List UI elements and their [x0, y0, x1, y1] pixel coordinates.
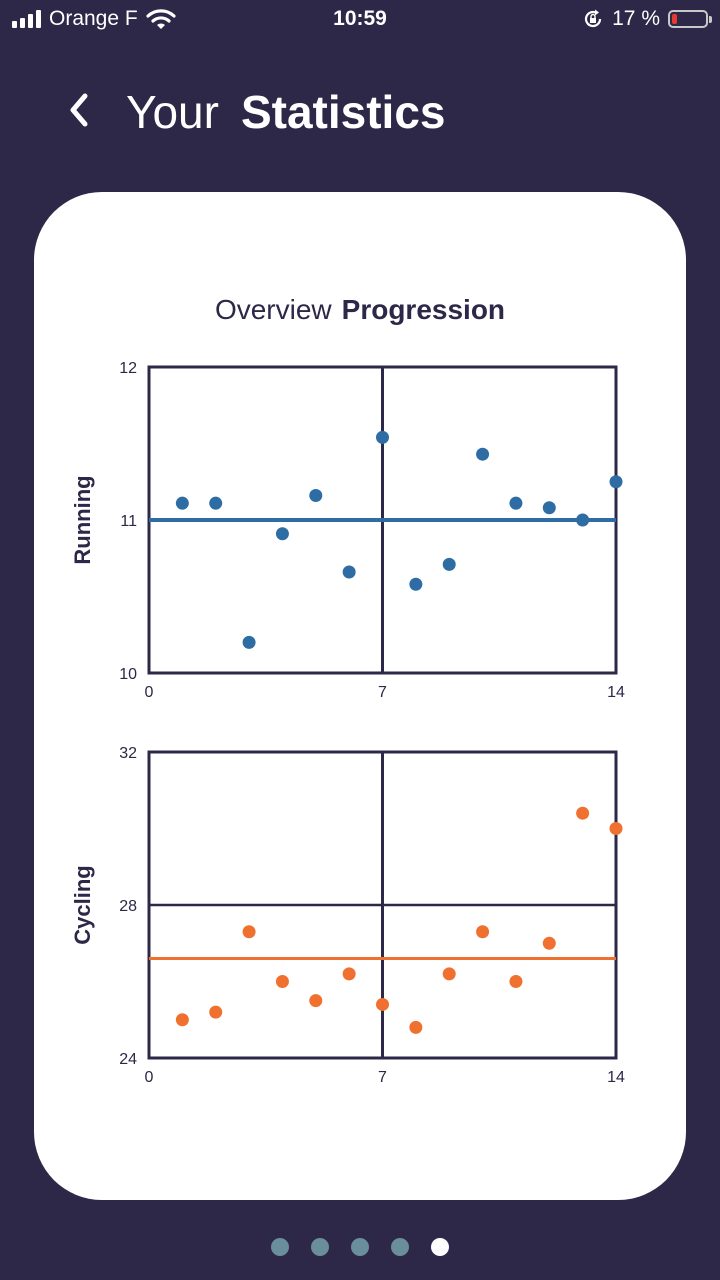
y-axis-title: Cycling — [70, 865, 95, 944]
data-point — [476, 925, 490, 939]
data-point — [509, 975, 523, 988]
data-point — [609, 475, 623, 489]
page-dot[interactable] — [391, 1238, 409, 1256]
data-point — [309, 489, 323, 503]
wifi-icon — [146, 9, 176, 29]
y-tick-label: 10 — [119, 666, 137, 683]
y-tick-label: 28 — [119, 898, 137, 915]
page-title: Your Statistics — [126, 84, 445, 140]
x-tick-label: 14 — [607, 684, 625, 701]
data-point — [442, 557, 456, 571]
data-point — [542, 501, 556, 515]
data-point — [609, 822, 623, 835]
page-dot[interactable] — [311, 1238, 329, 1256]
data-point — [476, 447, 490, 461]
chevron-left-icon — [70, 93, 88, 127]
statistics-card — [34, 192, 686, 1200]
data-point — [175, 1013, 189, 1027]
data-point — [275, 527, 289, 541]
data-point — [376, 430, 389, 444]
page-title-bold: Statistics — [240, 86, 446, 138]
data-point — [209, 496, 223, 510]
page-dot[interactable] — [351, 1238, 369, 1256]
card-title: Overview Progression — [0, 294, 720, 326]
x-tick-label: 14 — [607, 1069, 625, 1086]
battery-icon — [668, 10, 712, 28]
data-point — [409, 577, 423, 591]
data-point — [576, 513, 590, 527]
data-point — [342, 565, 356, 579]
x-tick-label: 7 — [378, 684, 387, 701]
orientation-lock-icon — [585, 9, 602, 28]
y-tick-label: 24 — [119, 1051, 137, 1068]
data-point — [509, 496, 523, 510]
page-indicator — [0, 1238, 720, 1258]
y-tick-label: 12 — [119, 360, 137, 377]
data-point — [576, 806, 590, 820]
data-point — [275, 975, 289, 988]
data-point — [409, 1020, 423, 1034]
card-title-light: Overview — [214, 294, 332, 325]
status-bar: Orange F 10:59 17 % — [0, 0, 720, 40]
x-tick-label: 7 — [378, 1069, 387, 1086]
data-point — [175, 496, 189, 510]
page-title-light: Your — [126, 86, 219, 138]
carrier-name: Orange F — [49, 7, 138, 30]
data-point — [442, 967, 456, 981]
data-point — [342, 967, 356, 981]
y-tick-label: 32 — [119, 745, 137, 762]
running-chart: 10 11 12 0 7 14 Running — [70, 360, 625, 701]
page-dot[interactable] — [271, 1238, 289, 1256]
data-point — [376, 997, 389, 1011]
data-point — [209, 1005, 223, 1019]
back-button[interactable] — [56, 86, 104, 134]
status-time: 10:59 — [333, 7, 387, 30]
data-point — [242, 635, 256, 649]
y-tick-label: 11 — [120, 513, 137, 530]
header: Your Statistics — [0, 80, 720, 144]
battery-percent: 17 % — [612, 7, 660, 30]
y-axis-title: Running — [70, 475, 95, 564]
signal-icon — [12, 10, 41, 28]
data-point — [309, 994, 323, 1008]
x-tick-label: 0 — [145, 684, 154, 701]
data-point — [242, 925, 256, 939]
card-title-bold: Progression — [341, 294, 506, 325]
page-dot[interactable] — [431, 1238, 449, 1256]
battery-level — [672, 14, 678, 24]
cycling-chart: 24 28 32 0 7 14 Cycling — [70, 745, 625, 1086]
x-tick-label: 0 — [145, 1069, 154, 1086]
data-point — [542, 936, 556, 950]
